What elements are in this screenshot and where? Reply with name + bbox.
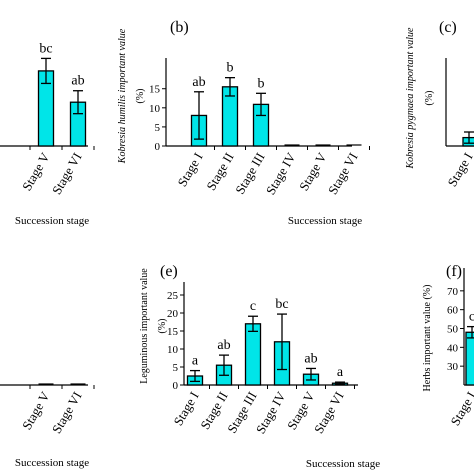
y-tick-label: 30: [447, 361, 459, 373]
panel-label: (e): [160, 263, 178, 280]
y-axis-unit: (%): [424, 91, 435, 106]
panel-label: (b): [170, 19, 189, 36]
y-tick-label: 20: [167, 308, 179, 320]
x-tick-label: Stage V: [296, 149, 330, 193]
y-axis-label: Kobresia pygmaea important value: [405, 27, 416, 170]
chart-panel-c: Stage I Kobresia pygmaea important value (…: [405, 19, 474, 189]
x-tick-label: Stage I: [170, 389, 201, 428]
x-tick-label: Stage VI: [49, 150, 85, 197]
y-tick-label: 5: [173, 362, 179, 374]
chart-panel-f: 30 40 50 60 70 c Stage I Herbs important value …: [422, 263, 474, 428]
x-tick-label: Stage V: [19, 149, 53, 193]
y-axis-label: Leguminous important value: [139, 268, 150, 384]
significance-letter: a: [192, 354, 199, 369]
y-tick-label: 40: [447, 342, 459, 354]
y-axis-label: Kobresia humilis important value: [117, 28, 128, 164]
y-axis-label: Herbs important value (%): [422, 285, 433, 392]
x-axis-label: Succession stage: [306, 458, 380, 470]
y-tick-label: 70: [447, 286, 459, 298]
x-tick-label: Stage V: [19, 388, 53, 432]
y-tick-label: 10: [149, 103, 161, 115]
significance-letter: bc: [39, 41, 52, 56]
x-tick-label: Stage IV: [263, 149, 299, 197]
bar: [465, 331, 474, 386]
y-tick-label: 0: [173, 380, 179, 392]
y-tick-label: 0: [155, 141, 161, 153]
chart-panel-a: bc Stage V ab Stage VI Succession stage: [0, 41, 95, 227]
significance-letter: b: [227, 61, 234, 76]
x-tick-label: Stage I: [447, 389, 474, 428]
panel-label: (c): [439, 19, 457, 36]
panel-label: (f): [446, 263, 462, 280]
x-tick-label: Stage VI: [49, 389, 85, 436]
y-tick-label: 15: [149, 84, 161, 96]
significance-letter: ab: [71, 74, 84, 89]
significance-letter: b: [258, 76, 265, 91]
significance-letter: a: [337, 365, 344, 380]
x-tick-label: Stage IV: [253, 388, 289, 436]
significance-letter: ab: [192, 75, 205, 90]
x-tick-label: Stage I: [174, 150, 205, 189]
x-tick-label: Stage I: [444, 150, 474, 189]
significance-letter: c: [250, 299, 256, 314]
y-tick-label: 10: [167, 344, 179, 356]
x-axis-label: Succession stage: [15, 215, 89, 227]
y-axis-unit: (%): [135, 89, 146, 104]
x-tick-label: Stage II: [203, 150, 236, 193]
x-axis-label: Succession stage: [15, 457, 89, 469]
y-axis-unit: (%): [157, 319, 168, 334]
significance-letter: c: [469, 310, 474, 325]
x-tick-label: Stage VI: [325, 150, 361, 197]
significance-letter: ab: [304, 351, 317, 366]
y-tick-label: 25: [167, 290, 179, 302]
significance-letter: bc: [275, 297, 288, 312]
y-tick-label: 15: [167, 326, 179, 338]
bar: [244, 323, 262, 386]
x-axis-label: Succession stage: [288, 215, 362, 227]
significance-letter: ab: [217, 338, 230, 353]
y-tick-label: 50: [447, 324, 459, 336]
y-tick-label: 60: [447, 305, 459, 317]
y-tick-label: 5: [155, 122, 161, 134]
